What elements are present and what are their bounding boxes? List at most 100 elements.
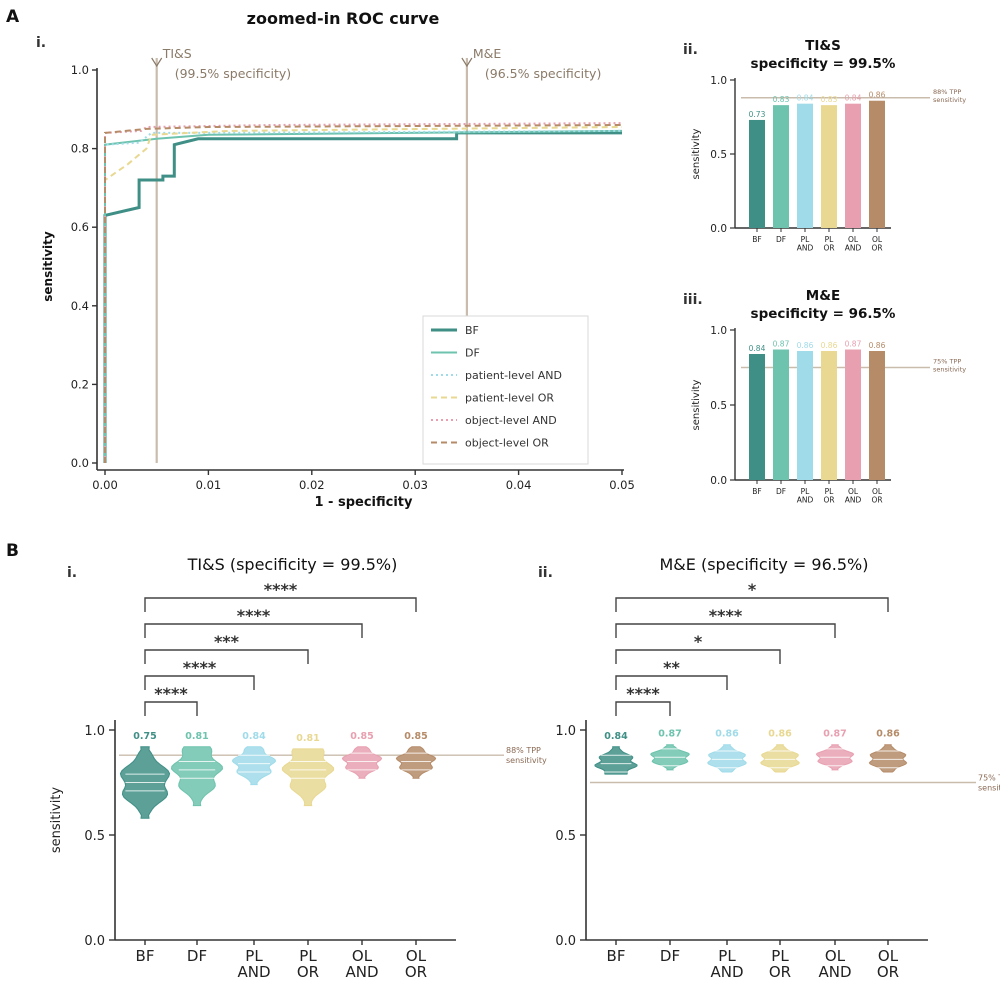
violin-tis-bracket-2 xyxy=(144,675,255,690)
violin-me-bracket-3 xyxy=(615,649,781,664)
bar-me-category-OLOR-line2: OR xyxy=(871,496,882,505)
bar-me-value-label-DF: 0.87 xyxy=(773,340,790,349)
violin-me-category-OLOR-line1: OL xyxy=(878,947,899,965)
bar-tis-y-tick-label-0: 0.0 xyxy=(710,223,727,235)
bar-tis-value-label-PLOR: 0.83 xyxy=(821,95,838,104)
bar-tis-category-PLAND-line1: PL xyxy=(801,235,811,244)
violin-me-category-OLAND-line2: AND xyxy=(818,963,851,981)
violin-tis-refline-label-2: sensitivity xyxy=(506,756,547,765)
bar-tis-y-tick-label-1: 0.5 xyxy=(710,149,727,161)
roc-legend-label-DF: DF xyxy=(465,347,480,360)
bar-tis-subtitle: specificity = 99.5% xyxy=(751,56,896,72)
bar-tis-panel-label: ii. xyxy=(683,42,698,58)
violin-me-significance-label-2: ** xyxy=(663,658,680,677)
violin-tis-value-label-PLOR: 0.81 xyxy=(296,733,319,744)
violin-me-violin-BF xyxy=(594,746,638,775)
violin-tis-significance-label-3: *** xyxy=(214,632,240,651)
violin-me-bracket-4 xyxy=(615,623,836,638)
bar-me-bar-OLOR xyxy=(869,351,885,480)
violin-tis-value-label-DF: 0.81 xyxy=(185,731,208,742)
roc-annotation-title-1: TI&S xyxy=(162,46,192,61)
roc-title: zoomed-in ROC curve xyxy=(247,9,440,28)
bar-tis-category-PLAND-line2: AND xyxy=(797,244,814,253)
violin-tis-y-tick-label-0: 0.0 xyxy=(84,934,105,949)
violin-tis-y-tick-label-2: 1.0 xyxy=(84,724,105,739)
bar-me-y-tick-label-1: 0.5 xyxy=(710,400,727,412)
violin-chart-tis: i. TI&S (specificity = 99.5%)88% TPPsensi… xyxy=(49,555,547,981)
violin-me-category-OLOR-line2: OR xyxy=(877,963,899,981)
bar-tis-category-OLOR-line1: OL xyxy=(872,235,883,244)
bar-tis-bar-PLOR xyxy=(821,105,837,228)
roc-annotation-arrow-1 xyxy=(151,57,163,68)
bar-me-bar-OLAND xyxy=(845,349,861,480)
violin-me-value-label-OLOR: 0.86 xyxy=(876,729,900,740)
violin-me-significance-label-3: * xyxy=(694,632,703,651)
bar-tis-bar-OLAND xyxy=(845,103,861,228)
roc-x-tick-label-2: 0.02 xyxy=(299,478,325,492)
violin-tis-violin-OLOR xyxy=(395,746,437,779)
panel-b-letter: B xyxy=(6,541,19,561)
violin-tis-title: TI&S (specificity = 99.5%) xyxy=(187,555,398,574)
bar-me-bar-BF xyxy=(749,354,765,480)
violin-me-violin-PLAND xyxy=(707,744,747,773)
bar-me-refline-label-2: sensitivity xyxy=(933,366,966,374)
violin-me-y-tick-label-2: 1.0 xyxy=(555,724,576,739)
violin-me-category-PLOR-line1: PL xyxy=(771,947,789,965)
violin-me-significance-label-1: **** xyxy=(626,684,660,703)
bar-me-panel-label: iii. xyxy=(683,292,703,308)
bar-me-category-PLOR-line1: PL xyxy=(825,487,835,496)
violin-me-violin-PLOR xyxy=(760,744,800,773)
bar-tis-title: TI&S xyxy=(805,38,841,54)
bar-tis-refline-label-1: 88% TPP xyxy=(933,88,961,96)
violin-me-significance-label-5: * xyxy=(748,580,757,599)
violin-me-category-DF-line1: DF xyxy=(660,947,680,965)
bar-tis-category-BF-line1: BF xyxy=(752,235,761,244)
roc-y-axis-label: sensitivity xyxy=(41,231,55,302)
bar-me-value-label-PLOR: 0.86 xyxy=(821,341,838,350)
violin-me-value-label-OLAND: 0.87 xyxy=(823,729,846,740)
bar-tis-bar-OLOR xyxy=(869,100,885,228)
bar-me-value-label-BF: 0.84 xyxy=(749,344,766,353)
violin-tis-value-label-PLAND: 0.84 xyxy=(242,731,266,742)
bar-me-category-BF-line1: BF xyxy=(752,487,761,496)
roc-x-tick-label-0: 0.00 xyxy=(92,478,118,492)
violin-me-y-tick-label-0: 0.0 xyxy=(555,934,576,949)
violin-chart-me: ii. M&E (specificity = 96.5%) 75% TPPsensi… xyxy=(538,555,1000,981)
bar-me-category-OLOR-line1: OL xyxy=(872,487,883,496)
violin-me-panel-label: ii. xyxy=(538,565,553,581)
bar-me-y-tick-label-0: 0.0 xyxy=(710,475,727,487)
roc-legend-label-PLOR: patient-level OR xyxy=(465,392,554,405)
bar-tis-value-label-OLOR: 0.86 xyxy=(869,91,886,100)
roc-legend-label-OLAND: object-level AND xyxy=(465,414,557,427)
bar-me-y-axis-label: sensitivity xyxy=(691,379,702,430)
violin-tis-category-PLAND-line2: AND xyxy=(237,963,270,981)
roc-x-tick-label-4: 0.04 xyxy=(506,478,532,492)
roc-y-tick-label-2: 0.4 xyxy=(71,299,89,313)
violin-me-value-label-BF: 0.84 xyxy=(604,731,628,742)
violin-tis-significance-label-2: **** xyxy=(183,658,217,677)
violin-me-significance-label-4: **** xyxy=(709,606,743,625)
roc-y-tick-label-0: 0.0 xyxy=(71,456,89,470)
violin-tis-significance-label-5: **** xyxy=(264,580,298,599)
violin-tis-bracket-3 xyxy=(144,649,309,664)
violin-me-violin-OLOR xyxy=(868,744,908,773)
bar-me-category-PLOR-line2: OR xyxy=(823,496,834,505)
roc-series-BF xyxy=(103,131,622,463)
roc-x-tick-label-1: 0.01 xyxy=(196,478,222,492)
violin-me-title: M&E (specificity = 96.5%) xyxy=(659,555,868,574)
violin-me-value-label-PLAND: 0.86 xyxy=(715,729,739,740)
bar-tis-category-OLOR-line2: OR xyxy=(871,244,882,253)
bar-tis-category-DF-line1: DF xyxy=(776,235,786,244)
bar-me-title: M&E xyxy=(806,288,840,304)
roc-x-tick-label-3: 0.03 xyxy=(402,478,428,492)
violin-tis-category-OLAND-line2: AND xyxy=(345,963,378,981)
roc-legend-label-OLOR: object-level OR xyxy=(465,437,549,450)
roc-x-axis-label: 1 - specificity xyxy=(314,495,413,510)
violin-me-value-label-PLOR: 0.86 xyxy=(768,729,792,740)
violin-me-bracket-2 xyxy=(615,675,728,690)
violin-tis-value-label-OLOR: 0.85 xyxy=(404,731,427,742)
roc-y-tick-label-4: 0.8 xyxy=(71,142,89,156)
violin-tis-significance-label-1: **** xyxy=(154,684,188,703)
